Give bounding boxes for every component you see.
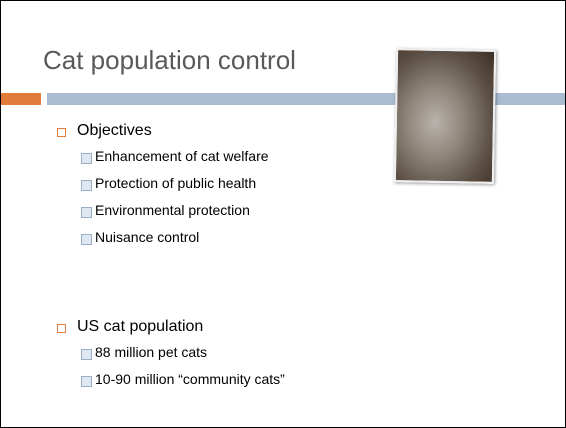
sub-bullet-icon (81, 207, 92, 218)
sub-bullet-icon (81, 180, 92, 191)
sub-bullet-text: Environmental protection (95, 202, 250, 218)
bullet-heading: US cat population (57, 315, 285, 339)
sub-bullet: 88 million pet cats (57, 339, 285, 366)
sub-bullet: 10-90 million “community cats” (57, 366, 285, 393)
sub-bullet-text: 10-90 million “community cats” (95, 371, 285, 387)
bullet-heading: Objectives (57, 119, 269, 143)
sub-bullet: Protection of public health (57, 170, 269, 197)
bullet-box (57, 324, 66, 333)
sub-bullet-icon (81, 376, 92, 387)
sub-bullet-text: 88 million pet cats (95, 344, 207, 360)
bullet-section: Objectives Enhancement of cat welfare Prot… (57, 119, 269, 251)
sub-bullet: Environmental protection (57, 197, 269, 224)
sub-bullet: Nuisance control (57, 224, 269, 251)
accent-bar (1, 93, 41, 105)
sub-bullet-text: Enhancement of cat welfare (95, 148, 269, 164)
sub-bullet: Enhancement of cat welfare (57, 143, 269, 170)
sub-bullet-icon (81, 349, 92, 360)
bullet-section: US cat population 88 million pet cats 10-9… (57, 315, 285, 393)
bullet-box (57, 128, 66, 137)
slide-title: Cat population control (43, 45, 296, 76)
sub-bullet-text: Nuisance control (95, 229, 199, 245)
cat-photo (394, 48, 496, 184)
slide: Cat population control Objectives Enhance… (0, 0, 566, 428)
sub-bullet-icon (81, 153, 92, 164)
sub-bullet-text: Protection of public health (95, 175, 256, 191)
heading-text: US cat population (77, 318, 203, 335)
heading-text: Objectives (77, 122, 152, 139)
sub-bullet-icon (81, 234, 92, 245)
